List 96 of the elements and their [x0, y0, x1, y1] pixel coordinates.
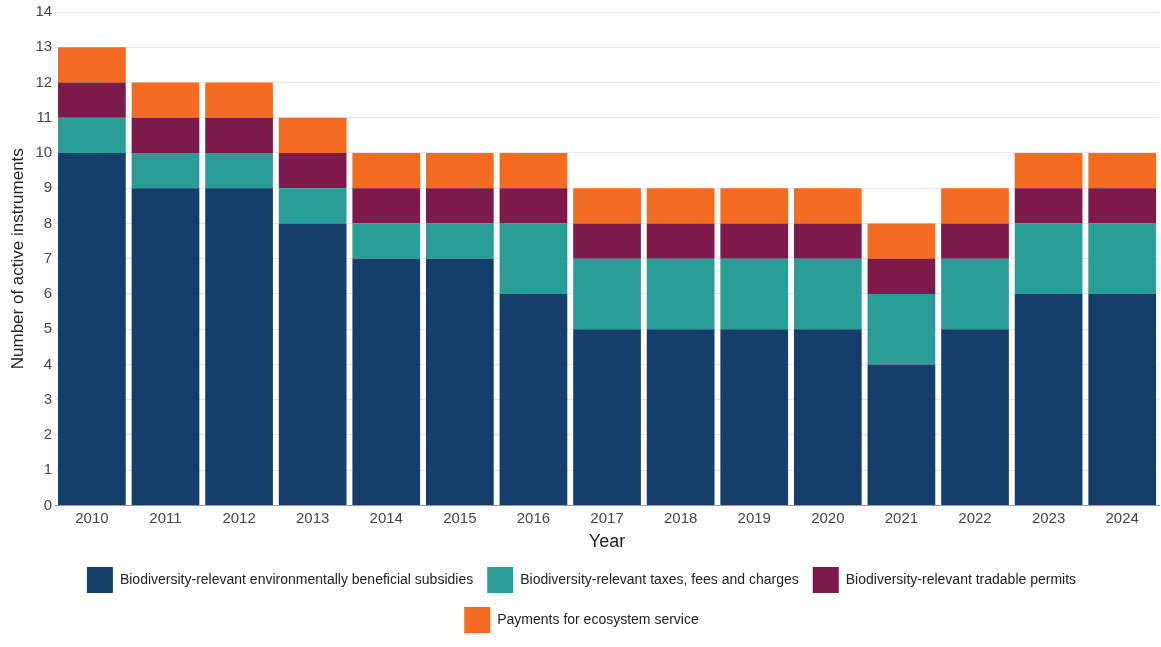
y-tick-label: 7: [43, 248, 53, 266]
bar: [205, 188, 273, 505]
bar: [573, 223, 641, 259]
legend-label: Biodiversity-relevant environmentally beneficial subsidies: [119, 570, 474, 587]
x-tick-label: 2012: [222, 508, 256, 526]
y-tick-label: 3: [43, 389, 53, 407]
bar: [867, 223, 936, 259]
bar: [793, 258, 862, 330]
bar: [58, 47, 126, 83]
y-tick-label: 4: [43, 354, 53, 372]
bar: [278, 223, 347, 505]
bar: [720, 329, 789, 505]
bar: [426, 258, 494, 505]
x-tick-label: 2022: [958, 508, 992, 526]
x-tick-label: 2010: [75, 508, 109, 526]
bar: [867, 364, 936, 505]
bar: [867, 293, 936, 365]
y-tick-label: 9: [43, 178, 53, 196]
y-tick-label: 0: [43, 495, 53, 513]
x-tick-label: 2024: [1105, 508, 1139, 526]
bar: [131, 152, 200, 189]
bar: [131, 188, 200, 505]
bar: [278, 188, 347, 224]
bar: [720, 258, 789, 330]
bar: [58, 82, 126, 118]
y-tick-label: 12: [35, 72, 53, 90]
bar: [352, 188, 421, 224]
y-tick-label: 5: [43, 319, 53, 337]
bar: [278, 152, 347, 189]
bar: [941, 329, 1009, 505]
bar: [499, 188, 568, 224]
bar: [941, 258, 1009, 330]
bar: [1014, 152, 1083, 189]
y-tick-label: 14: [35, 2, 53, 20]
legend-label: Biodiversity-relevant taxes, fees and charges: [520, 570, 799, 587]
bar: [793, 223, 862, 259]
y-tick-label: 1: [43, 460, 53, 478]
bar: [941, 223, 1009, 259]
bar: [426, 223, 494, 259]
y-tick-label: 2: [43, 425, 53, 443]
bar: [646, 223, 715, 259]
bar: [646, 188, 715, 224]
bar: [793, 329, 862, 505]
x-tick-label: 2021: [884, 508, 919, 526]
x-tick-label: 2020: [811, 508, 845, 526]
legend-label: Payments for ecosystem service: [497, 610, 699, 627]
bar: [499, 152, 568, 189]
y-tick-label: 10: [35, 143, 53, 161]
legend-label: Biodiversity-relevant tradable permits: [845, 570, 1077, 587]
y-axis-title: Number of active instruments: [7, 148, 27, 370]
bar: [1088, 293, 1157, 505]
bar: [499, 223, 568, 294]
bar: [205, 117, 273, 153]
x-tick-label: 2016: [516, 508, 551, 526]
bar: [58, 152, 126, 505]
x-tick-label: 2019: [737, 508, 771, 526]
x-tick-label: 2018: [663, 508, 698, 526]
bar: [646, 258, 715, 330]
bar: [941, 188, 1009, 224]
x-tick-label: 2013: [295, 508, 330, 526]
x-tick-label: 2011: [149, 508, 182, 526]
bar: [1014, 223, 1083, 294]
bar: [352, 223, 421, 259]
bar: [426, 188, 494, 224]
bar: [793, 188, 862, 224]
bar: [1014, 188, 1083, 224]
bar: [1088, 223, 1157, 294]
bar: [720, 223, 789, 259]
bar: [205, 82, 273, 118]
bar: [426, 152, 494, 189]
y-tick-label: 8: [43, 213, 53, 231]
bar: [573, 329, 641, 505]
bar: [352, 152, 421, 189]
bar: [646, 329, 715, 505]
x-tick-label: 2023: [1031, 508, 1066, 526]
bar: [205, 152, 273, 189]
bar: [278, 117, 347, 153]
bar: [131, 117, 200, 153]
bar: [1088, 152, 1157, 189]
bar: [1088, 188, 1157, 224]
bar: [573, 188, 641, 224]
x-axis-title: Year: [588, 531, 626, 552]
bar: [131, 82, 200, 118]
x-tick-label: 2015: [443, 508, 477, 526]
bar: [1014, 293, 1083, 505]
x-tick-label: 2014: [369, 508, 403, 526]
x-tick-label: 2017: [590, 508, 624, 526]
bar: [499, 293, 568, 505]
bar: [720, 188, 789, 224]
bar: [573, 258, 641, 330]
bar: [352, 258, 421, 505]
bar: [867, 258, 936, 294]
y-tick-label: 13: [35, 37, 53, 55]
y-tick-label: 6: [43, 284, 53, 302]
y-tick-label: 11: [36, 107, 53, 125]
bar: [58, 117, 126, 153]
